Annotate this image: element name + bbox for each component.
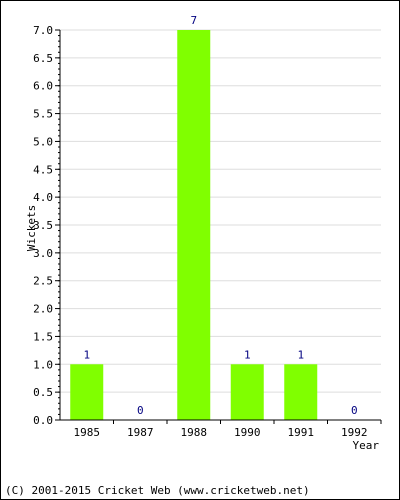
copyright-footer: (C) 2001-2015 Cricket Web (www.cricketwe… (5, 484, 310, 497)
data-label: 1 (244, 348, 251, 361)
bar (230, 364, 264, 420)
x-tick-labels: 1985 1987 1988 1990 1991 1992 (74, 426, 368, 439)
y-tick-label: 0.0 (33, 414, 53, 427)
x-tick-label: 1987 (127, 426, 154, 439)
data-label: 7 (190, 14, 197, 27)
y-tick-label: 7.0 (33, 24, 53, 37)
y-tick-label: 2.5 (33, 275, 53, 288)
y-axis-title: Wickets (25, 205, 38, 251)
x-tick-label: 1992 (341, 426, 368, 439)
y-tick-labels: 0.0 0.5 1.0 1.5 2.0 2.5 3.0 3.5 4.0 4.5 5.0 5.5 6.0 6… (33, 24, 53, 427)
y-tick-label: 1.5 (33, 330, 53, 343)
y-tick-label: 6.0 (33, 80, 53, 93)
y-tick-label: 3.0 (33, 247, 53, 260)
bar (177, 30, 211, 420)
y-tick-label: 4.5 (33, 163, 53, 176)
data-label: 0 (351, 404, 358, 417)
bar (70, 364, 104, 420)
x-tick-label: 1988 (181, 426, 208, 439)
data-label: 1 (297, 348, 304, 361)
x-tick-label: 1991 (288, 426, 315, 439)
y-tick-label: 1.0 (33, 358, 53, 371)
data-labels: 1 0 7 1 1 0 (83, 14, 357, 417)
grid-lines (60, 29, 381, 393)
data-label: 1 (83, 348, 90, 361)
bar (284, 364, 318, 420)
data-label: 0 (137, 404, 144, 417)
axes (55, 29, 382, 424)
x-tick-label: 1985 (74, 426, 101, 439)
y-tick-label: 5.0 (33, 135, 53, 148)
y-tick-label: 0.5 (33, 386, 53, 399)
y-tick-label: 4.0 (33, 191, 53, 204)
y-tick-label: 2.0 (33, 303, 53, 316)
bars (70, 30, 318, 420)
y-tick-label: 3.5 (33, 219, 53, 232)
y-tick-label: 5.5 (33, 108, 53, 121)
y-tick-label: 6.5 (33, 52, 53, 65)
x-axis-title: Year (353, 439, 380, 452)
x-tick-label: 1990 (234, 426, 261, 439)
